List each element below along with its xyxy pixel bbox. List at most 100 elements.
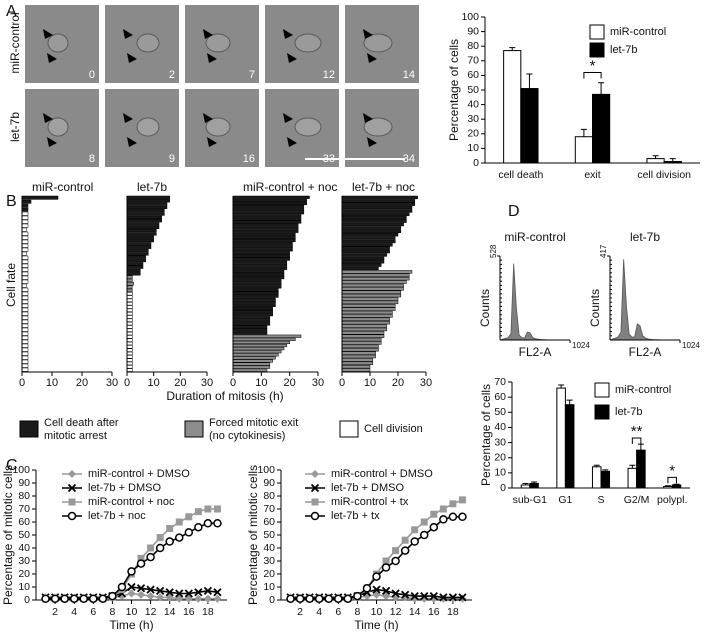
- fate-bar: [232, 201, 307, 206]
- fate-bar: [341, 320, 390, 325]
- fate-bar: [341, 199, 416, 203]
- marker: [213, 594, 222, 603]
- chart-title: miR-control: [32, 180, 93, 194]
- error-bar: [629, 464, 636, 469]
- fate-bar: [341, 368, 371, 372]
- fate-bar: [21, 283, 27, 288]
- y-tick-label: 30: [494, 436, 506, 448]
- arrowhead: [367, 53, 377, 63]
- y-tick-label: 90: [467, 25, 479, 37]
- fate-bar: [232, 331, 268, 335]
- bar: [564, 404, 575, 489]
- fate-bar: [21, 235, 29, 240]
- x-tick-label: 6: [335, 606, 341, 618]
- fate-bar: [126, 315, 133, 319]
- x-tick-label: 8: [109, 606, 115, 618]
- marker: [382, 557, 390, 565]
- fate-bar: [341, 249, 390, 254]
- fate-bar: [341, 229, 402, 233]
- fate-bar: [232, 235, 296, 240]
- fate-bar: [341, 270, 413, 274]
- y-tick-label: 40: [18, 542, 30, 554]
- x-tick-label: polypl.: [657, 494, 687, 506]
- fate-bar: [341, 226, 402, 230]
- fate-bar: [232, 297, 276, 301]
- marker: [67, 483, 77, 493]
- fate-bar: [341, 239, 396, 244]
- fate-bar: [126, 358, 133, 362]
- fate-bar: [341, 334, 385, 338]
- marker: [429, 522, 439, 532]
- fate-bar: [341, 212, 410, 217]
- fate-bar: [341, 364, 371, 369]
- fate-bar: [232, 248, 293, 252]
- arrowhead: [287, 53, 297, 63]
- marker: [310, 511, 320, 521]
- fate-bar: [232, 232, 296, 236]
- legend-swatch: [19, 420, 39, 438]
- legend-label: miR-control + DMSO: [331, 468, 433, 480]
- cell: [205, 117, 231, 137]
- y-tick-label: 60: [467, 69, 479, 81]
- x-tick-label: 30: [106, 377, 118, 389]
- fate-bar: [21, 347, 29, 352]
- fate-bar: [126, 268, 141, 273]
- marker: [184, 589, 193, 598]
- marker: [458, 594, 467, 603]
- marker: [439, 594, 448, 603]
- fate-bar: [126, 258, 146, 263]
- marker: [203, 519, 213, 528]
- cell: [294, 33, 322, 53]
- marker: [324, 594, 333, 603]
- fate-bar: [232, 306, 273, 311]
- y-axis-label: Percentage of mitotic cells: [246, 465, 260, 605]
- fate-bar: [341, 344, 379, 349]
- fate-bar: [232, 279, 282, 283]
- x-tick-label: 30: [312, 377, 324, 389]
- legend-swatch: [594, 404, 610, 420]
- fate-bar: [232, 220, 302, 224]
- fate-bar: [126, 265, 144, 269]
- bar: [529, 482, 539, 489]
- marker: [343, 594, 353, 603]
- fate-bar: [21, 271, 29, 276]
- fate-bar: [21, 363, 29, 368]
- significance-label: **: [631, 423, 643, 440]
- bar: [520, 484, 531, 489]
- fate-bar: [21, 315, 29, 320]
- fate-bar: [341, 253, 388, 257]
- marker: [127, 582, 136, 592]
- fate-bar: [21, 359, 29, 364]
- marker: [334, 594, 343, 603]
- fate-bar: [232, 282, 282, 286]
- fate-bar: [232, 269, 285, 273]
- fate-bar: [126, 202, 168, 206]
- fate-bar: [232, 350, 282, 354]
- marker: [146, 592, 155, 601]
- fate-bar: [232, 198, 307, 202]
- fate-bar: [21, 259, 29, 264]
- fate-bar: [341, 297, 399, 301]
- error-bar: [652, 155, 659, 159]
- marker: [184, 528, 194, 537]
- fate-bar: [21, 367, 29, 372]
- fate-bar: [126, 338, 133, 342]
- fate-bar: [341, 341, 382, 345]
- error-bar: [566, 399, 573, 405]
- fate-bar: [21, 195, 59, 200]
- frame-number: 12: [323, 69, 335, 81]
- fate-bar: [232, 251, 290, 255]
- y-tick-label: 417: [599, 244, 608, 258]
- fate-bar: [232, 291, 279, 295]
- legend-label: miR-control + DMSO: [88, 468, 190, 480]
- fate-bar: [341, 351, 376, 355]
- arrowhead: [283, 29, 293, 39]
- significance-label: *: [590, 57, 596, 74]
- bar: [627, 467, 638, 489]
- marker: [155, 543, 165, 553]
- cell: [294, 117, 322, 137]
- arrowhead: [123, 29, 133, 39]
- marker: [448, 593, 458, 602]
- fate-bar: [126, 368, 133, 372]
